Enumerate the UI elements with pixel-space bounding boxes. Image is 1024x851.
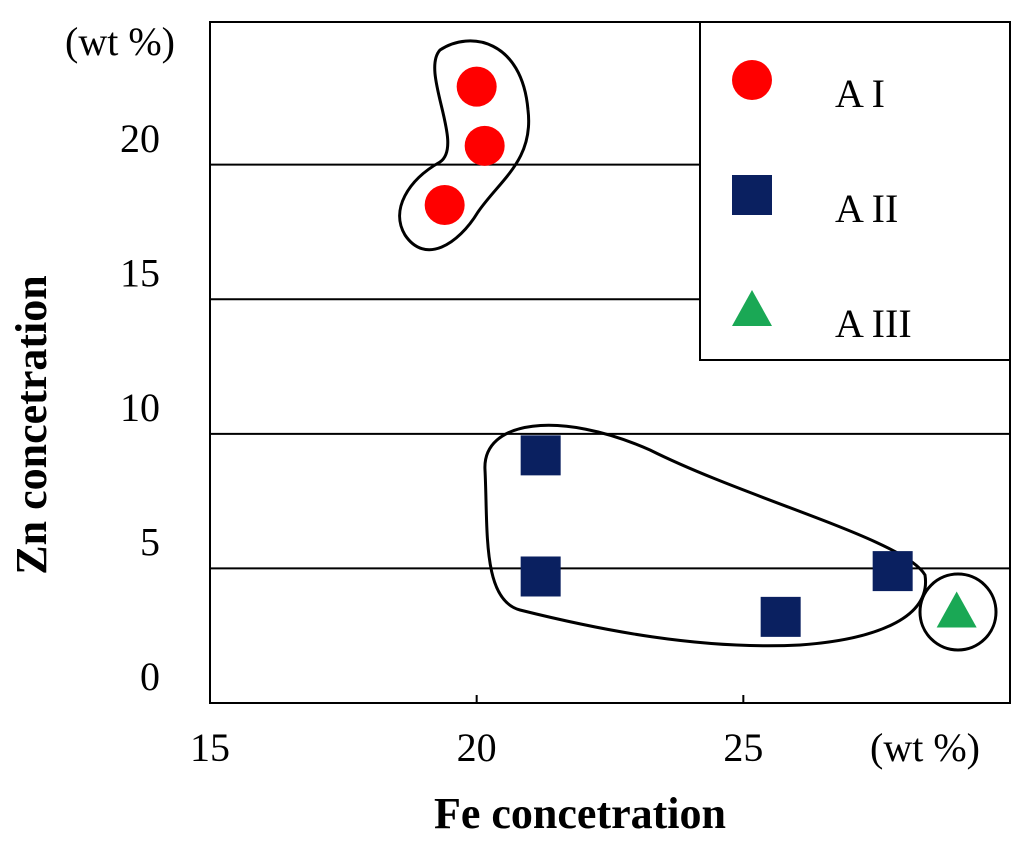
y-tick-label: 15	[120, 250, 160, 295]
x-unit: (wt %)	[870, 725, 980, 770]
point	[464, 125, 505, 166]
point	[520, 435, 561, 476]
legend: A I A II A III	[699, 21, 1011, 361]
legend-marker	[732, 290, 772, 326]
legend-label: A III	[835, 301, 912, 346]
y-tick-label: 10	[120, 385, 160, 430]
x-tick-label: 15	[190, 725, 230, 770]
y-unit: (wt %)	[65, 19, 175, 64]
y-axis-title: Zn concetration	[7, 275, 56, 574]
legend-label: A I	[835, 71, 885, 116]
legend-marker	[732, 175, 772, 215]
x-tick-label: 20	[457, 725, 497, 770]
y-tick-label: 20	[120, 116, 160, 161]
plot-frame	[209, 21, 1011, 704]
legend-label: A II	[835, 186, 898, 231]
group-outline	[483, 423, 927, 648]
point	[872, 551, 913, 592]
point	[520, 556, 561, 597]
y-tick-label: 5	[140, 520, 160, 565]
point	[456, 66, 497, 107]
group-outline	[918, 572, 998, 652]
group-outline	[398, 39, 531, 252]
legend-marker	[732, 60, 772, 100]
x-axis-title: Fe concetration	[434, 789, 726, 838]
y-tick-label: 0	[140, 654, 160, 699]
x-tick-label: 25	[723, 725, 763, 770]
point	[760, 596, 801, 637]
point	[424, 185, 465, 226]
point	[936, 591, 977, 628]
